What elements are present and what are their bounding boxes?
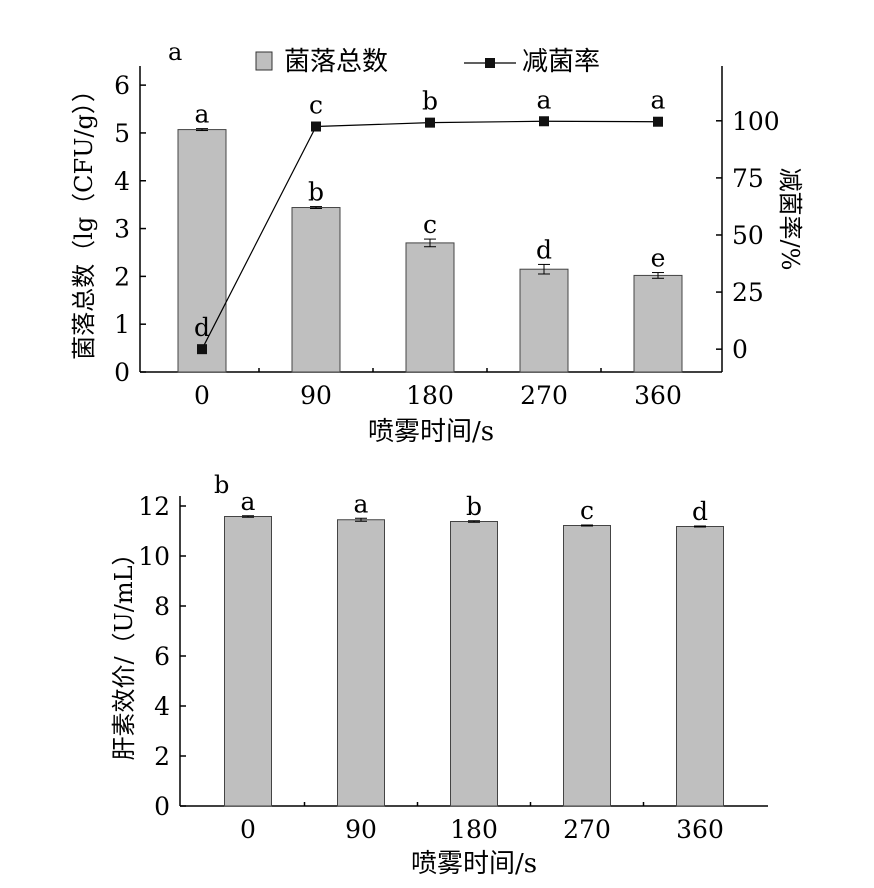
rate-point <box>653 116 663 127</box>
bar <box>676 526 724 807</box>
y-tick-label: 1 <box>114 310 130 339</box>
rate-significance-letter: b <box>422 87 438 116</box>
y-tick-label: 6 <box>154 642 170 671</box>
x-tick-label: 180 <box>450 815 498 844</box>
bar <box>337 519 385 807</box>
x-tick-label: 0 <box>194 381 210 410</box>
panel-label-a: a <box>168 38 182 66</box>
bar-significance-letter: b <box>466 492 482 521</box>
y-tick-label: 12 <box>138 492 170 521</box>
x-tick-label: 180 <box>406 381 454 410</box>
panel-label-b: b <box>214 471 229 499</box>
bars <box>177 128 683 373</box>
y-tick-label: 0 <box>114 358 130 387</box>
bars <box>224 515 724 807</box>
bar-significance-letter: c <box>423 210 437 239</box>
y2-tick-label: 25 <box>732 278 764 307</box>
bar-significance-letter: a <box>354 489 369 518</box>
y-tick-label: 3 <box>114 215 130 244</box>
bar-significance-letter: d <box>692 497 708 526</box>
rate-point <box>311 121 321 132</box>
x-tick-label: 360 <box>634 381 682 410</box>
bar-significance-letter: a <box>195 100 210 129</box>
rate-point <box>197 344 207 355</box>
bar <box>177 129 227 373</box>
y-axis-title-top: 菌落总数（lg（CFU/g）） <box>70 78 98 360</box>
bar <box>563 525 611 807</box>
x-tick-label: 0 <box>240 815 256 844</box>
y-tick-label: 2 <box>154 742 170 771</box>
bar-significance-letter: e <box>651 244 666 273</box>
rate-significance-letter: c <box>309 91 323 120</box>
significance-letters: a b c d e d c b a a <box>194 85 666 342</box>
y-axis-title-bottom: 肝素效价/（U/mL） <box>110 541 138 760</box>
rate-point <box>425 117 435 128</box>
x-tick-label: 90 <box>300 381 332 410</box>
y-tick-label: 8 <box>154 592 170 621</box>
y2-tick-label: 0 <box>732 335 748 364</box>
y-tick-label: 10 <box>138 542 170 571</box>
x-ticks: 0 90 180 270 360 <box>194 366 682 410</box>
y-tick-label: 5 <box>114 119 130 148</box>
y-tick-label: 4 <box>154 692 170 721</box>
bar <box>633 274 683 373</box>
bar <box>450 521 498 807</box>
y-tick-label: 0 <box>154 792 170 821</box>
bar <box>291 207 341 373</box>
plot-area-bottom: 0 2 4 6 8 10 12 0 90 180 270 360 a a b c d <box>138 487 768 844</box>
legend-line-marker <box>485 58 495 68</box>
legend: 菌落总数 减菌率 <box>255 47 600 77</box>
y-ticks-right: 0 25 50 75 100 <box>716 107 780 364</box>
rate-significance-letter: a <box>537 85 552 114</box>
rate-significance-letter: d <box>194 313 210 342</box>
bar-significance-letter: d <box>536 235 552 264</box>
bar-significance-letter: a <box>241 487 256 516</box>
bar <box>224 516 272 807</box>
bar-significance-letter: b <box>308 178 324 207</box>
reduction-rate-line <box>197 116 663 355</box>
rate-point <box>539 116 549 127</box>
y-ticks-left: 0 1 2 3 4 5 6 <box>114 71 146 387</box>
x-tick-label: 90 <box>345 815 377 844</box>
y2-tick-label: 100 <box>732 107 780 136</box>
y-tick-label: 2 <box>114 262 130 291</box>
x-tick-label: 270 <box>563 815 611 844</box>
legend-bar-label: 菌落总数 <box>284 47 388 77</box>
colony-count-chart: a 菌落总数 减菌率 0 1 2 3 4 5 6 0 25 50 75 100 0 90 180 270 3… <box>70 38 804 447</box>
legend-bar-swatch <box>255 51 273 71</box>
x-ticks: 0 90 180 270 360 <box>240 800 724 844</box>
rate-significance-letter: a <box>651 86 666 115</box>
y2-axis-title-top: 减菌率/% <box>776 168 804 271</box>
legend-line-label: 减菌率 <box>522 47 600 77</box>
y2-tick-label: 75 <box>732 164 764 193</box>
bar <box>519 268 569 373</box>
x-tick-label: 360 <box>676 815 724 844</box>
plot-area-top: 0 1 2 3 4 5 6 0 25 50 75 100 0 90 180 270 360 a b c d e d c b… <box>114 66 780 410</box>
y-tick-label: 6 <box>114 71 130 100</box>
y2-tick-label: 50 <box>732 221 764 250</box>
x-axis-title-top: 喷雾时间/s <box>368 417 494 447</box>
x-tick-label: 270 <box>520 381 568 410</box>
bar <box>405 242 455 373</box>
bar-significance-letter: c <box>580 496 594 525</box>
x-axis-title-bottom: 喷雾时间/s <box>411 849 537 879</box>
y-tick-label: 4 <box>114 167 130 196</box>
y-ticks-left: 0 2 4 6 8 10 12 <box>138 492 186 821</box>
